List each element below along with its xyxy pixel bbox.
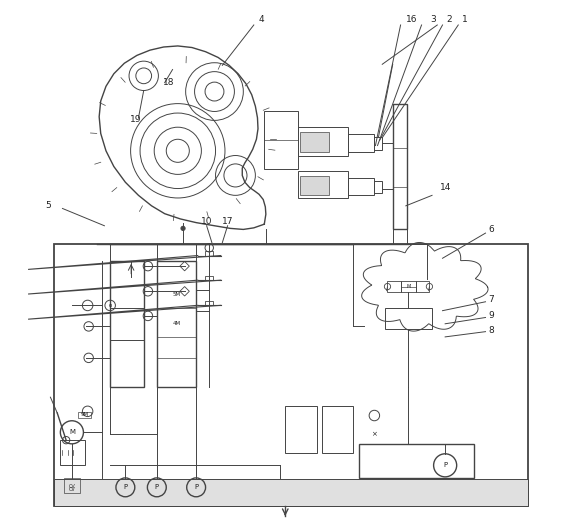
Bar	[385, 308, 432, 329]
Text: 4: 4	[259, 15, 264, 24]
Text: 16: 16	[406, 15, 418, 24]
Bar	[205, 301, 213, 305]
Bar	[205, 251, 213, 256]
Text: P: P	[443, 462, 447, 469]
Bar	[285, 406, 317, 453]
Text: 17: 17	[222, 217, 234, 226]
Bar	[400, 281, 417, 292]
Bar	[374, 136, 382, 150]
Text: P: P	[155, 484, 159, 490]
Text: 14: 14	[439, 183, 451, 192]
Bar	[264, 112, 299, 169]
Bar	[358, 444, 474, 479]
Text: 3: 3	[430, 15, 436, 24]
Bar	[53, 480, 528, 506]
Bar	[60, 440, 85, 465]
Text: o: o	[109, 303, 112, 308]
Bar	[388, 281, 400, 292]
Bar	[110, 308, 144, 339]
Text: 7: 7	[488, 295, 494, 304]
Text: ×: ×	[371, 431, 377, 437]
Bar	[300, 177, 329, 196]
Text: 5M: 5M	[173, 292, 181, 297]
Bar	[393, 104, 407, 229]
Text: M: M	[406, 284, 411, 289]
Text: 10: 10	[201, 217, 213, 226]
Bar	[299, 171, 348, 198]
Bar	[299, 127, 348, 156]
Text: 9M: 9M	[80, 412, 88, 417]
Bar	[64, 479, 80, 493]
Bar	[205, 276, 213, 280]
Bar	[322, 406, 353, 453]
Bar	[348, 178, 374, 195]
Text: 6: 6	[488, 225, 494, 234]
Bar	[348, 134, 374, 152]
Text: 8: 8	[488, 326, 494, 335]
Text: CV: CV	[69, 484, 76, 489]
Text: 2: 2	[446, 15, 451, 24]
Text: 19: 19	[130, 115, 142, 124]
Text: P: P	[123, 484, 127, 490]
Text: 1: 1	[462, 15, 468, 24]
Text: P: P	[194, 484, 198, 490]
Text: CV: CV	[69, 487, 76, 492]
Bar	[300, 132, 329, 152]
Text: 9: 9	[488, 311, 494, 320]
Bar	[53, 243, 528, 506]
Text: M: M	[69, 430, 75, 435]
Bar	[374, 181, 382, 193]
Text: 18: 18	[163, 78, 175, 87]
Text: 4M: 4M	[173, 321, 181, 326]
Bar	[157, 261, 196, 387]
Bar	[417, 281, 429, 292]
Bar	[78, 412, 91, 418]
Text: 5: 5	[45, 201, 51, 210]
Circle shape	[181, 226, 185, 230]
Bar	[110, 261, 144, 387]
